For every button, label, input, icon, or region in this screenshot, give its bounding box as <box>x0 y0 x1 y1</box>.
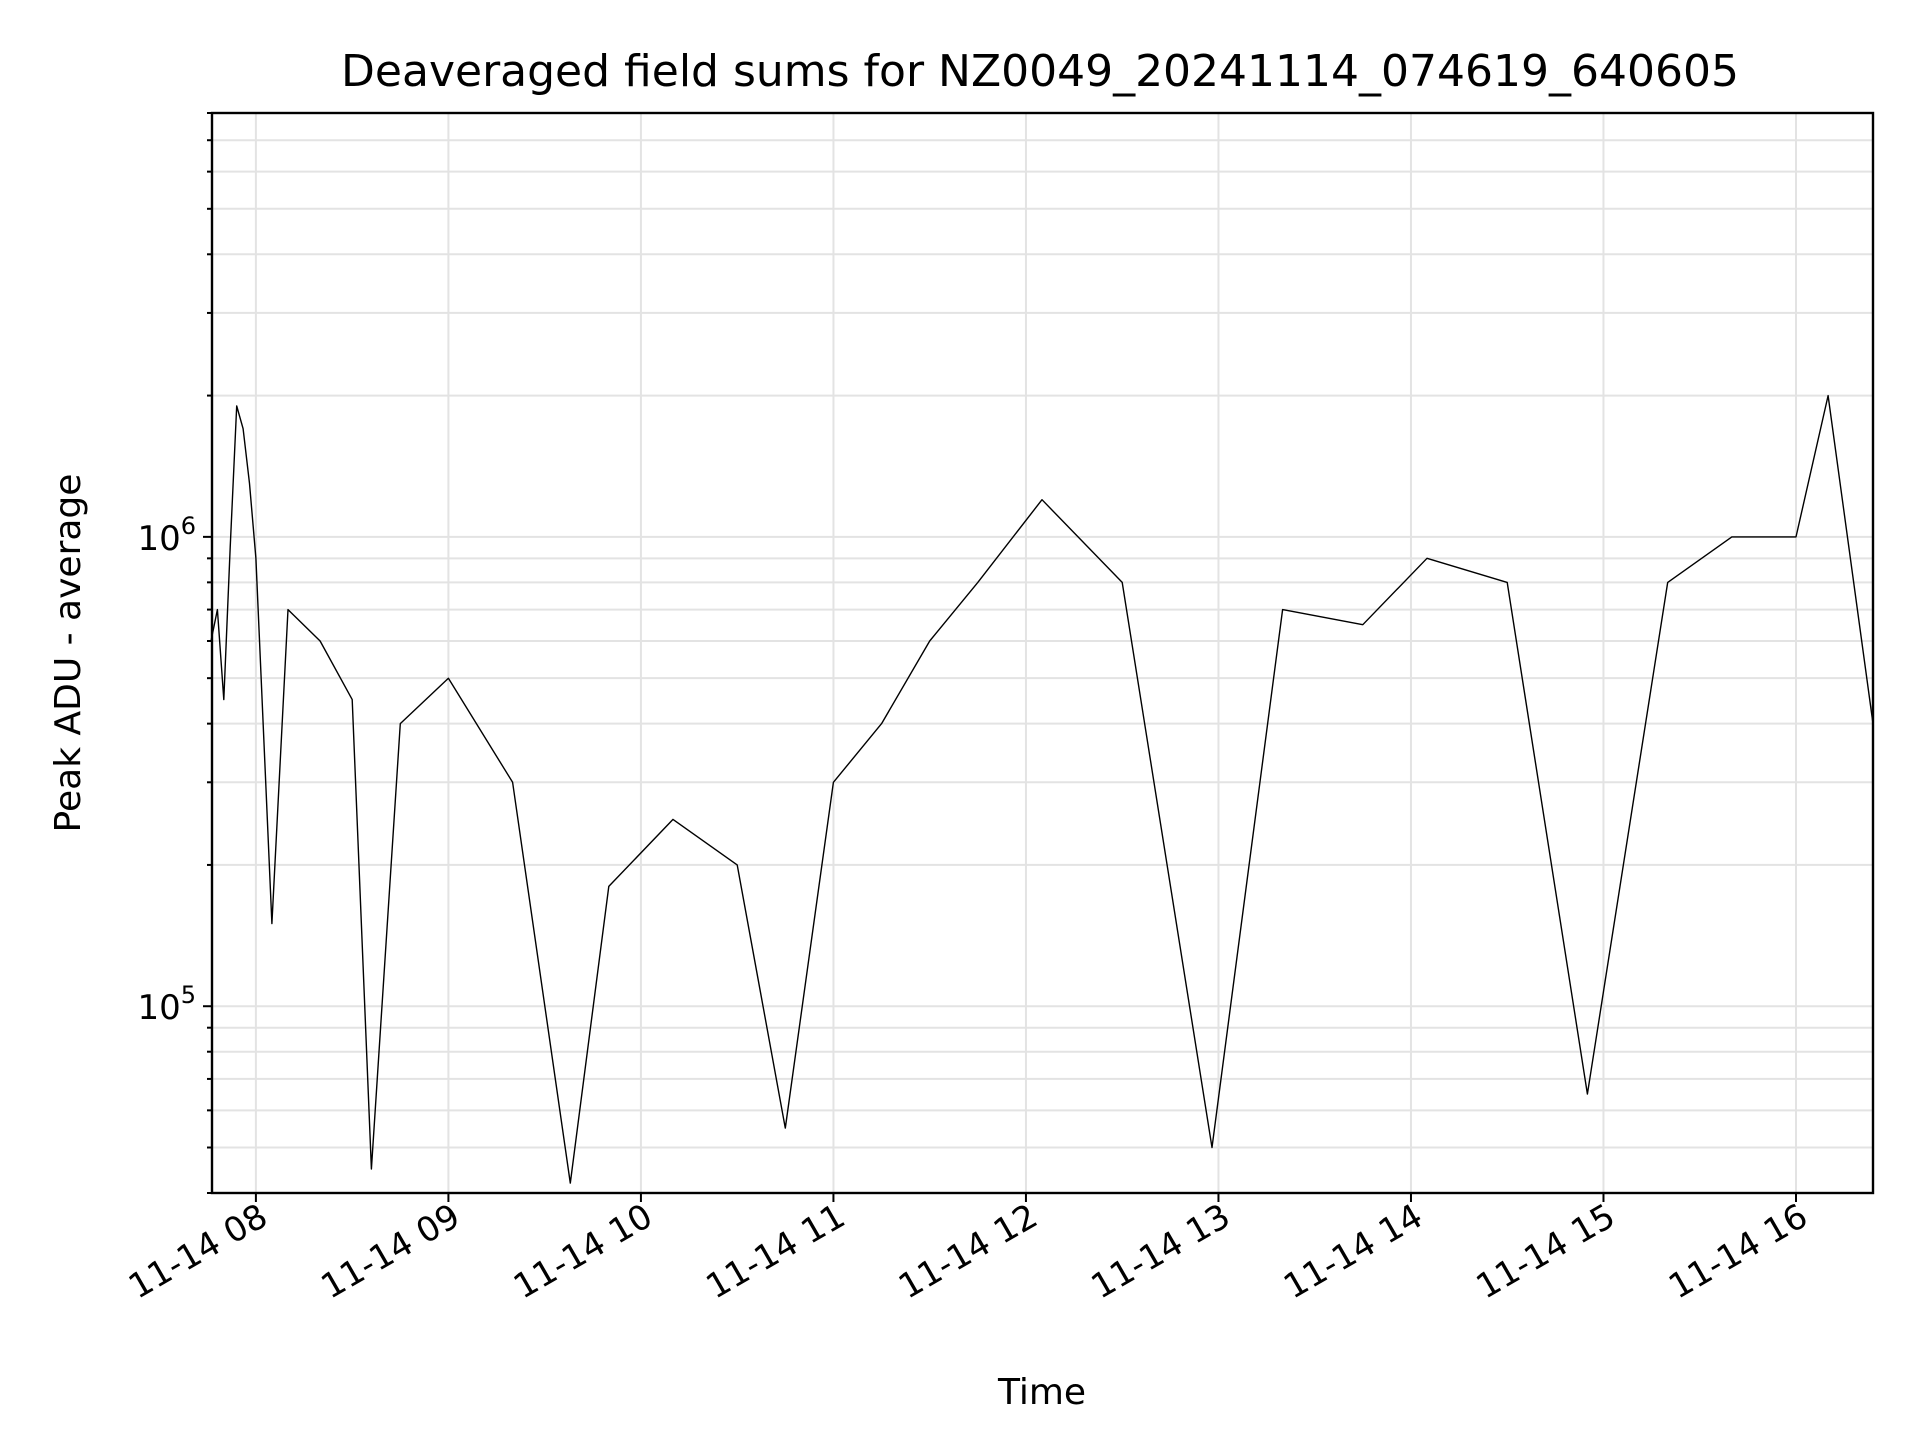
x-axis-ticks: 11-14 08 11-14 09 11-14 10 11-14 11 11-14 12… <box>122 1193 1814 1307</box>
y-axis-ticks: 105 106 <box>137 112 212 1194</box>
x-tick-label: 11-14 10 <box>507 1196 659 1307</box>
x-tick-label: 11-14 12 <box>892 1196 1044 1307</box>
x-tick-label: 11-14 13 <box>1085 1196 1237 1307</box>
chart-title: Deaveraged field sums for NZ0049_2024111… <box>341 46 1739 97</box>
y-tick-label: 105 <box>137 981 196 1028</box>
x-tick-label: 11-14 11 <box>700 1196 852 1307</box>
x-tick-label: 11-14 14 <box>1277 1196 1429 1307</box>
y-axis-label: Peak ADU - average <box>48 474 89 833</box>
plot-frame <box>210 111 1875 1195</box>
grid <box>212 112 1873 1194</box>
x-tick-label: 11-14 16 <box>1662 1196 1814 1307</box>
x-tick-label: 11-14 09 <box>315 1196 467 1307</box>
series-polyline <box>210 394 1874 1184</box>
x-tick-label: 11-14 08 <box>122 1196 274 1307</box>
y-tick-label: 106 <box>137 512 196 559</box>
x-tick-label: 11-14 15 <box>1470 1196 1622 1307</box>
series-line <box>210 394 1874 1184</box>
x-axis-label: Time <box>997 1372 1086 1413</box>
